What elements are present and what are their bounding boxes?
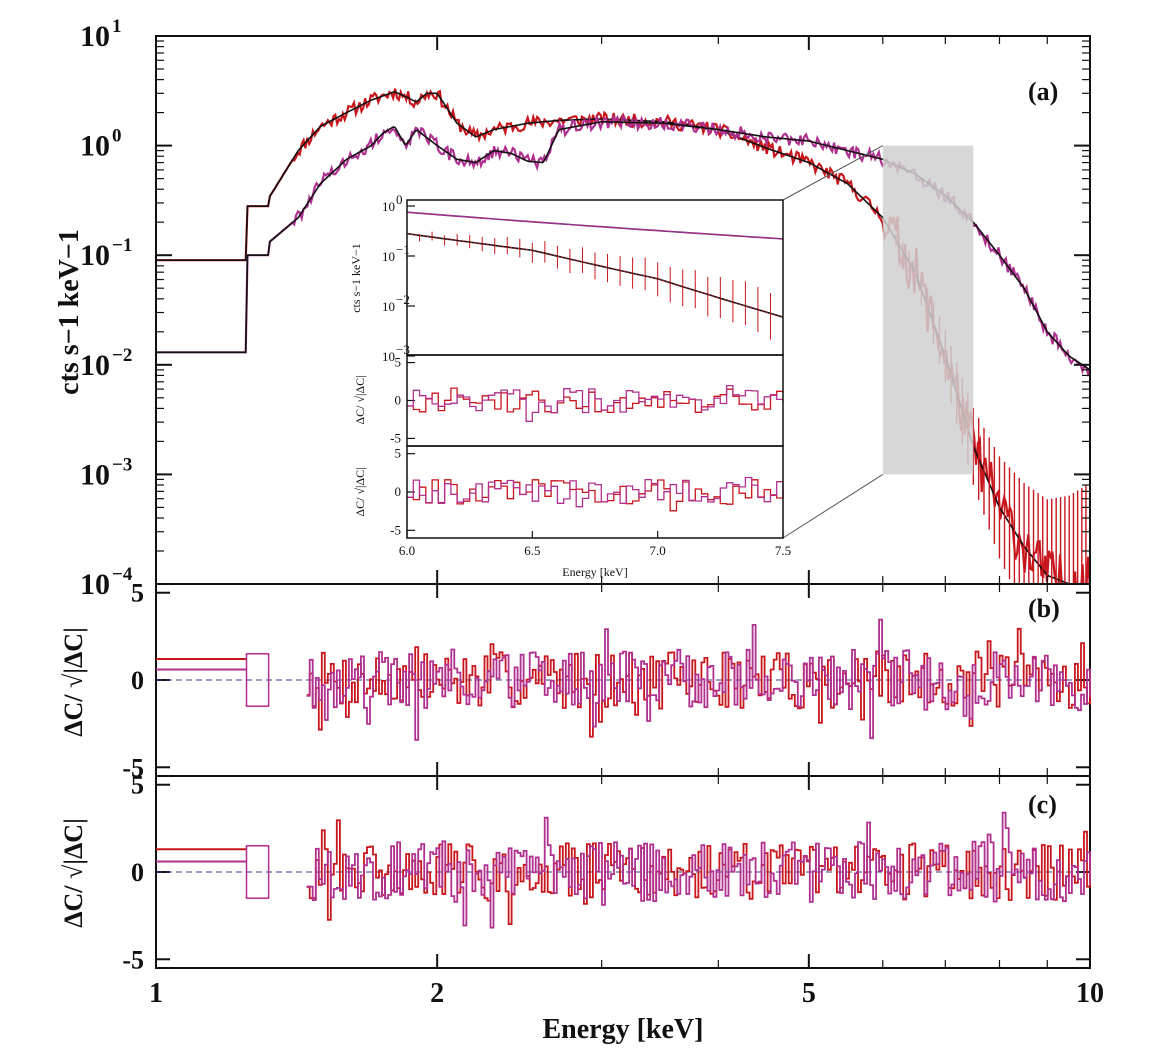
inset-data-series (406, 233, 784, 318)
resid-y-tick-label: -5 (122, 945, 144, 974)
inset-resid-tick-label: -5 (390, 430, 401, 445)
energy-xlabel: Energy [keV] (543, 1014, 704, 1045)
y-tick-label: 10 (80, 239, 110, 272)
inset-x-tick-label: 7.0 (650, 543, 666, 558)
inset-data-series (406, 211, 784, 240)
inset-y-tick-exponent: 0 (396, 192, 403, 207)
panel-tag-c: (c) (1028, 790, 1057, 819)
panel-tag-a: (a) (1028, 77, 1058, 106)
inset-y-tick-label: 10 (382, 249, 395, 264)
zoom-line-bottom (782, 473, 884, 539)
inset-ylabel-resid-2: ΔC/ √|ΔC| (353, 467, 367, 516)
resid-box (245, 845, 270, 899)
zoom-line-top (782, 145, 884, 201)
residual-panel-c: 5 0 -51 2 5 10 (c) ΔC/ √|ΔC| Energy [keV] (59, 771, 1104, 1045)
resid-y-tick-label: 5 (131, 771, 144, 800)
residual-panel-b: 5 0 -5 (b) ΔC/ √|ΔC| (59, 579, 1091, 782)
y-tick-label: 10 (80, 349, 110, 382)
resid-box (245, 653, 270, 707)
x-tick-label: 2 (430, 978, 444, 1009)
inset-y-tick-exponent: −2 (396, 292, 410, 307)
residual-ylabel-b: ΔC/ √|ΔC| (59, 627, 88, 737)
y-tick-exponent: 1 (112, 16, 122, 37)
inset-resid-tick-label: 0 (395, 393, 402, 408)
resid-y-tick-label: -5 (122, 753, 144, 782)
resid-y-tick-label: 0 (131, 666, 144, 695)
inset-xlabel: Energy [keV] (562, 565, 627, 579)
inset-residual-series (407, 476, 784, 508)
y-tick-label: 10 (80, 20, 110, 53)
y-tick-exponent: 0 (112, 126, 122, 147)
y-tick-exponent: −3 (112, 454, 132, 475)
y-tick-label: 10 (80, 130, 110, 163)
resid-y-tick-label: 0 (131, 858, 144, 887)
y-tick-exponent: −4 (112, 564, 133, 585)
inset-x-tick-label: 7.5 (775, 543, 791, 558)
inset-y-tick-exponent: −1 (396, 242, 410, 257)
x-tick-label: 10 (1076, 978, 1104, 1009)
inset-residual-series (407, 384, 784, 422)
inset-y-tick-label: 10 (382, 199, 395, 214)
x-tick-label: 5 (802, 978, 816, 1009)
residual-ylabel-c: ΔC/ √|ΔC| (59, 818, 88, 928)
spectrum-ylabel: cts s−1 keV−1 (54, 229, 85, 395)
inset-resid-tick-label: 5 (395, 355, 402, 370)
highlight-band (882, 145, 974, 475)
inset-residual-series (407, 479, 784, 512)
y-tick-label: 10 (80, 458, 110, 491)
residual-series (306, 618, 1091, 741)
inset-residual-frame-2 (406, 445, 784, 539)
y-tick-label: 10 (80, 568, 110, 601)
y-tick-exponent: −2 (112, 345, 132, 366)
inset-resid-tick-label: 0 (395, 484, 402, 499)
inset-ylabel-top: cts s−1 keV−1 (349, 243, 363, 313)
residual-series (306, 811, 1091, 929)
inset-ylabel-resid-1: ΔC/ √|ΔC| (353, 375, 367, 424)
inset-x-tick-label: 6.0 (399, 543, 415, 558)
inset-x-tick-label: 6.5 (524, 543, 540, 558)
inset-y-tick-label: 10 (382, 299, 395, 314)
resid-y-tick-label: 5 (131, 579, 144, 608)
inset-resid-tick-label: 5 (395, 446, 402, 461)
y-tick-exponent: −1 (112, 235, 132, 256)
panel-tag-b: (b) (1028, 594, 1060, 623)
x-tick-label: 1 (149, 978, 163, 1009)
inset-resid-tick-label: -5 (390, 522, 401, 537)
inset-y-tick-label: 10 (382, 349, 395, 364)
zoom-highlight (782, 145, 974, 539)
